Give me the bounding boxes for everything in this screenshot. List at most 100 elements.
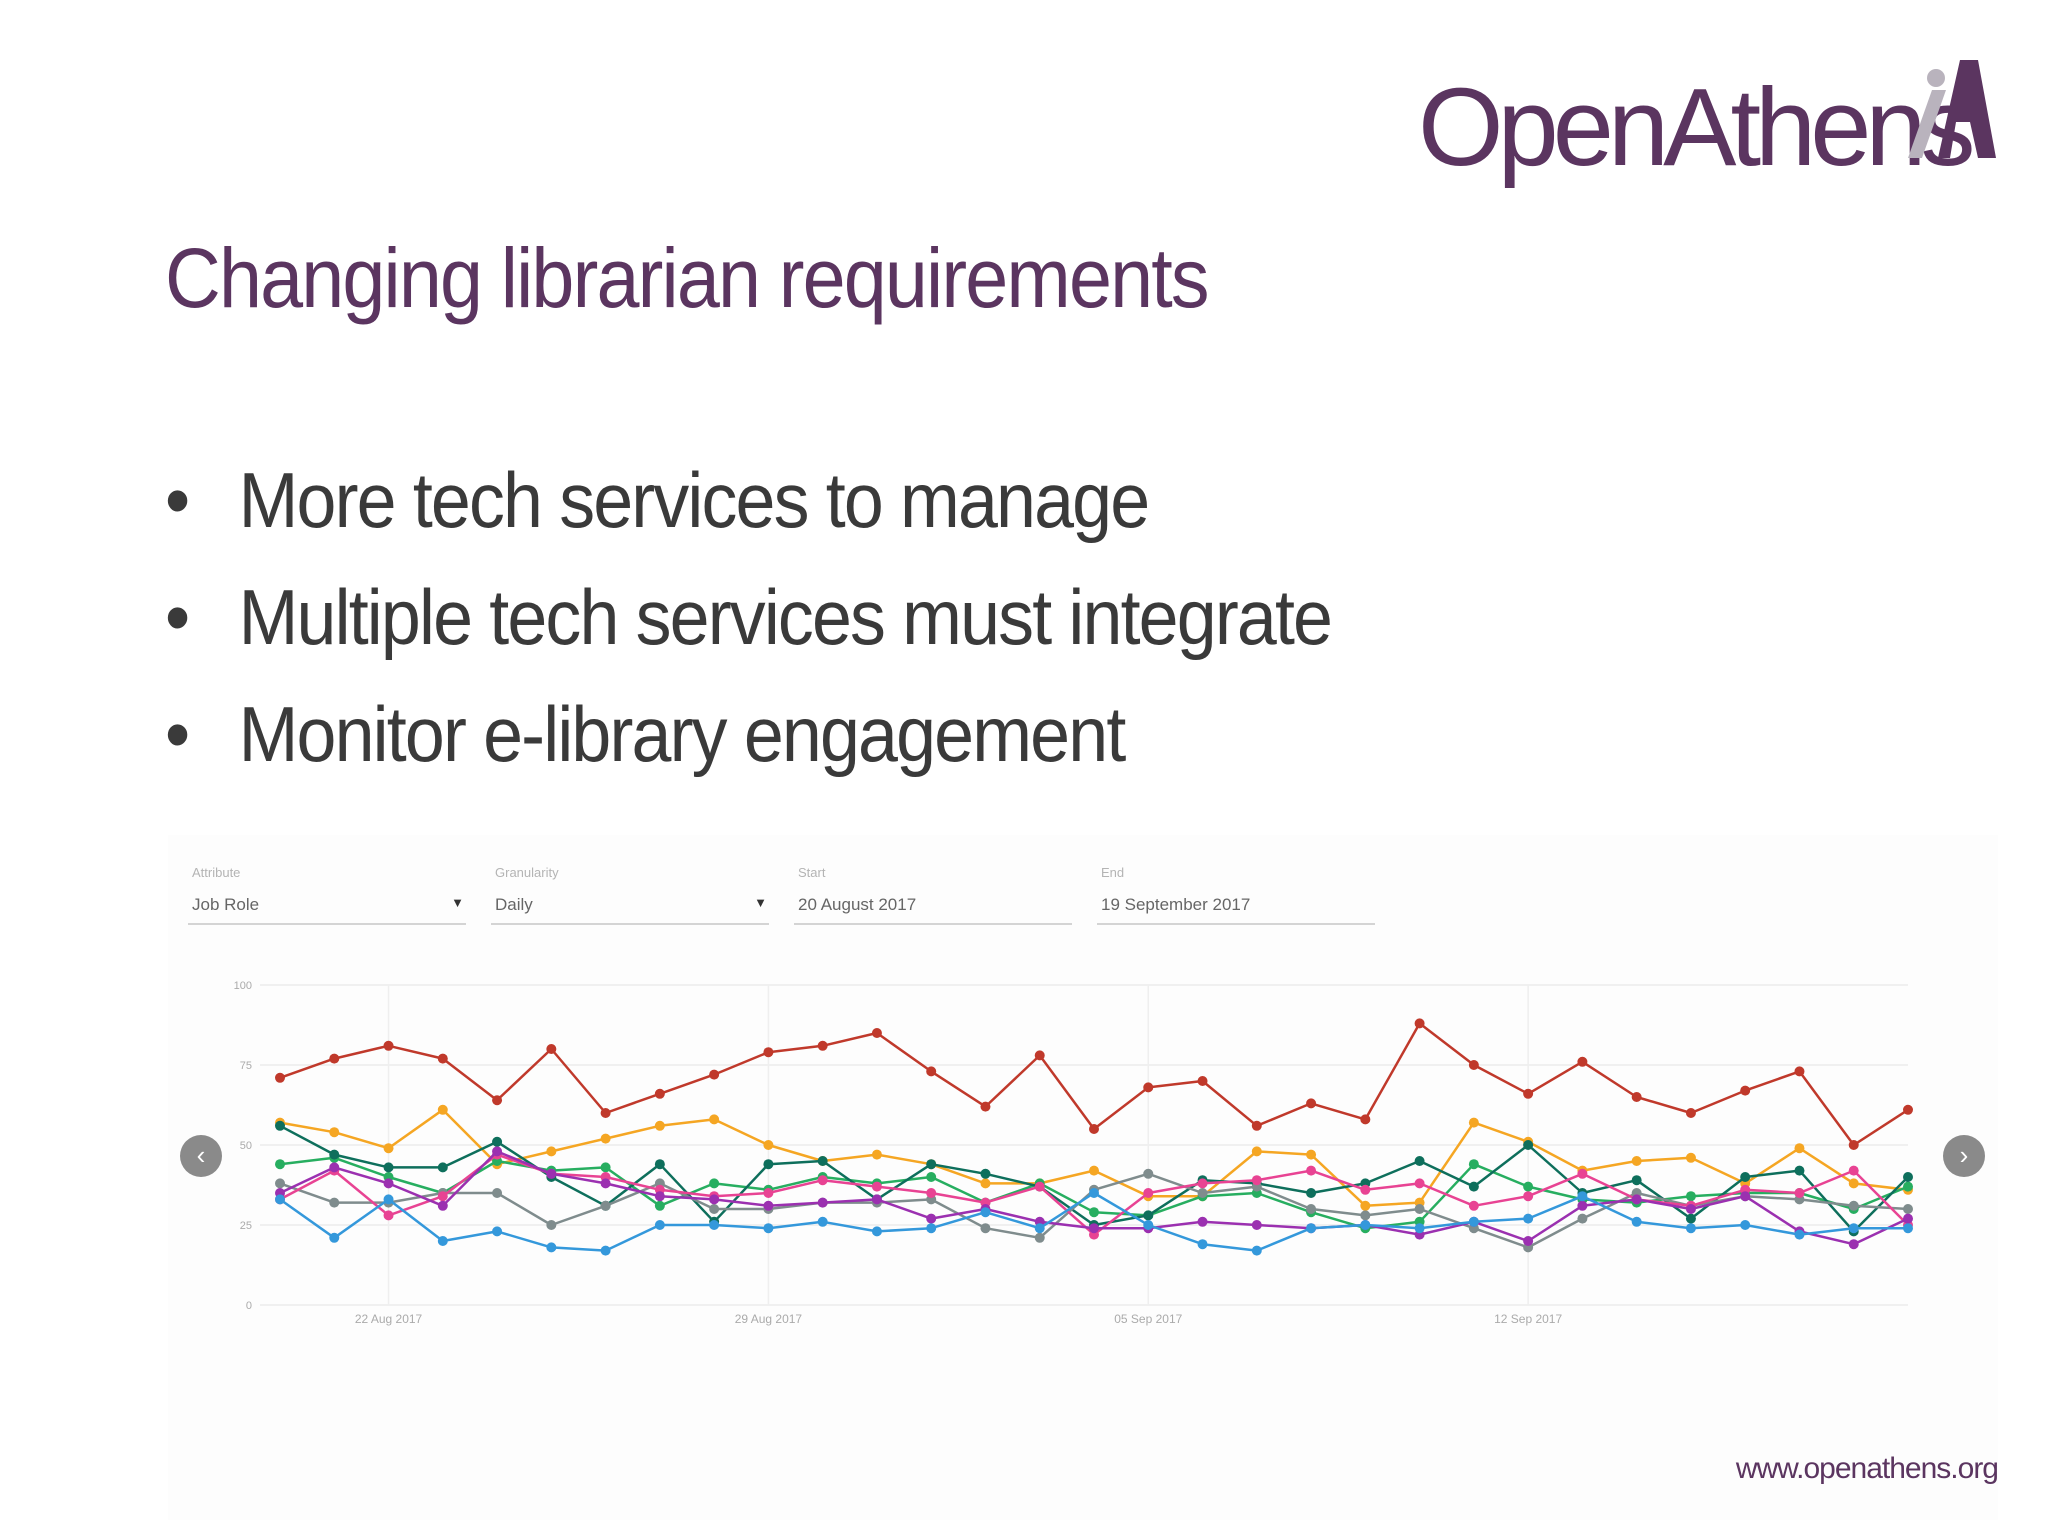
data-point [329, 1127, 340, 1138]
data-point [1251, 1146, 1262, 1157]
data-point [329, 1162, 340, 1173]
data-point [600, 1162, 611, 1173]
data-point [1740, 1191, 1751, 1202]
data-point [709, 1114, 720, 1125]
data-point [1089, 1188, 1099, 1198]
data-point [383, 1194, 394, 1205]
data-point [1414, 1223, 1425, 1234]
data-point [1360, 1184, 1371, 1195]
data-point [709, 1178, 720, 1189]
data-point [1306, 1204, 1317, 1214]
end-value: 19 September 2017 [1101, 895, 1251, 914]
end-date-field[interactable]: End 19 September 2017 [1097, 865, 1375, 925]
attribute-label: Attribute [192, 865, 241, 880]
x-tick-label: 29 Aug 2017 [735, 1312, 803, 1326]
data-point [1523, 1213, 1534, 1224]
data-point [763, 1047, 774, 1058]
data-point [1577, 1213, 1588, 1224]
data-point [871, 1181, 882, 1192]
data-point [275, 1072, 285, 1083]
data-point [383, 1210, 394, 1221]
data-point [1903, 1181, 1913, 1192]
data-point [546, 1242, 557, 1253]
data-point [817, 1040, 828, 1051]
x-tick-label: 12 Sep 2017 [1494, 1312, 1562, 1326]
data-point [492, 1226, 503, 1237]
data-point [600, 1178, 611, 1189]
data-point [1089, 1124, 1099, 1134]
data-point [1794, 1066, 1805, 1077]
data-point [1360, 1114, 1371, 1125]
data-point [1577, 1200, 1588, 1211]
bullet-list: • More tech services to manage • Multiple … [165, 455, 1433, 806]
data-point [1523, 1088, 1534, 1099]
data-point [654, 1191, 665, 1202]
data-point [1306, 1165, 1317, 1176]
data-point [383, 1178, 394, 1189]
data-point [1685, 1204, 1696, 1214]
data-point [926, 1159, 937, 1170]
data-point [275, 1120, 285, 1131]
data-point [1523, 1236, 1534, 1246]
slide-title: Changing librarian requirements [165, 231, 1210, 325]
data-point [980, 1223, 991, 1234]
data-point [1794, 1229, 1805, 1240]
data-point [600, 1133, 611, 1144]
granularity-select[interactable]: Granularity Daily ▼ [491, 865, 769, 925]
data-point [654, 1120, 665, 1131]
data-point [546, 1168, 557, 1179]
end-label: End [1101, 865, 1125, 880]
bullet-dot-icon: • [165, 456, 190, 544]
data-point [871, 1226, 882, 1237]
data-point [1848, 1178, 1859, 1189]
logo-text: OpenAthens [1418, 66, 1976, 189]
data-point [1903, 1204, 1913, 1214]
data-point [763, 1140, 774, 1150]
data-point [1414, 1156, 1425, 1166]
data-point [1468, 1200, 1479, 1211]
data-point [1360, 1220, 1371, 1230]
attribute-select[interactable]: Attribute Job Role ▼ [188, 865, 466, 925]
data-point [1197, 1076, 1208, 1086]
attribute-value: Job Role [192, 895, 260, 914]
data-point [383, 1162, 394, 1173]
data-point [1197, 1188, 1208, 1198]
data-point [1631, 1194, 1642, 1205]
data-point [546, 1044, 557, 1054]
data-point [383, 1040, 394, 1051]
data-point [1848, 1200, 1859, 1211]
x-tick-label: 05 Sep 2017 [1114, 1312, 1182, 1326]
data-point [926, 1066, 937, 1077]
chevron-left-icon[interactable]: ‹ [180, 1135, 222, 1177]
data-point [1903, 1213, 1913, 1224]
data-point [329, 1053, 340, 1064]
data-point [871, 1149, 882, 1160]
data-point [1089, 1165, 1099, 1176]
data-point [1631, 1156, 1642, 1166]
bullet-dot-icon: • [165, 690, 190, 778]
openathens-logo: OpenAthens [1418, 58, 1998, 198]
start-date-field[interactable]: Start 20 August 2017 [794, 865, 1072, 925]
data-point [1197, 1216, 1208, 1227]
x-tick-label: 22 Aug 2017 [355, 1312, 423, 1326]
data-point [275, 1159, 285, 1170]
data-point [275, 1194, 285, 1205]
chevron-right-icon[interactable]: › [1943, 1135, 1985, 1177]
data-point [1251, 1220, 1262, 1230]
data-point [926, 1188, 937, 1198]
data-point [1034, 1223, 1045, 1234]
data-point [1089, 1223, 1099, 1234]
data-point [1577, 1191, 1588, 1202]
data-point [654, 1200, 665, 1211]
start-value: 20 August 2017 [798, 895, 917, 914]
data-point [1360, 1200, 1371, 1211]
data-point [600, 1108, 611, 1118]
data-point [763, 1159, 774, 1170]
data-point [1468, 1060, 1479, 1070]
data-point [1306, 1149, 1317, 1160]
y-tick-label: 75 [240, 1060, 252, 1072]
engagement-line-chart: 0 25 50 75 100 22 Aug 2017 29 Aug 2017 05 Sep 2… [234, 980, 1913, 1326]
y-tick-label: 50 [240, 1140, 252, 1152]
bullet-text: More tech services to manage [238, 456, 1151, 544]
data-point [1414, 1204, 1425, 1214]
